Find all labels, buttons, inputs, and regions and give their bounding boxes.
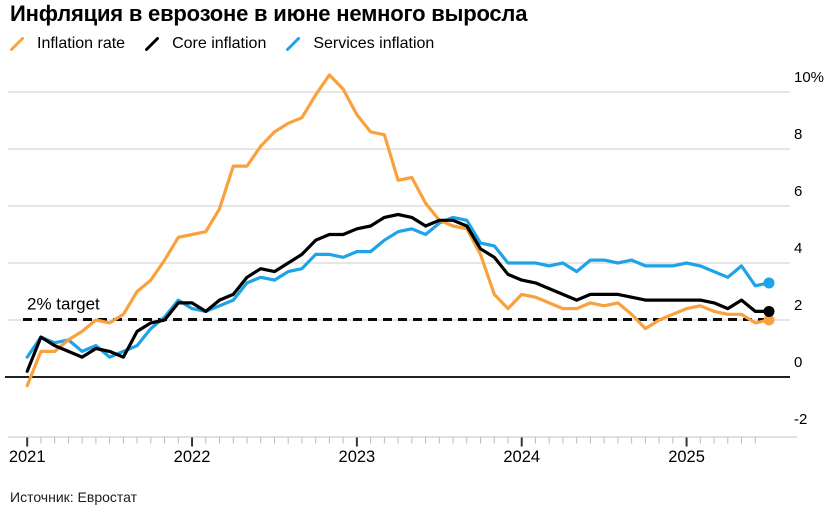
legend-item-inflation-rate: Inflation rate [10,35,125,53]
y-tick-label: 2 [794,297,802,314]
services-inflation-slash-icon [286,37,301,51]
x-tick-label: 2023 [339,448,376,466]
source-note: Источник: Евростат [10,489,138,505]
core-inflation-slash-icon [145,37,160,51]
x-tick-label: 2025 [668,448,705,466]
target-line-label: 2% target [27,295,100,314]
y-tick-label: 6 [794,183,802,200]
page-title: Инфляция в еврозоне в июне немного вырос… [10,1,528,26]
legend-label: Services inflation [313,35,435,52]
y-tick-label: -2 [794,411,807,428]
end-dot-core-inflation [763,305,775,317]
y-tick-label: 0 [794,354,802,371]
legend: Inflation rate Core inflation Services i… [10,35,434,53]
y-tick-label: 10% [794,69,824,86]
y-tick-label: 4 [794,240,802,257]
x-tick-label: 2024 [503,448,540,466]
series-line-core-inflation [25,212,771,373]
legend-item-services-inflation: Services inflation [286,35,434,53]
legend-item-core-inflation: Core inflation [145,35,266,53]
end-dot-inflation-rate [763,314,775,326]
series-line-inflation-rate [25,73,771,388]
legend-label: Core inflation [172,35,267,52]
end-dot-services-inflation [763,277,775,289]
legend-label: Inflation rate [37,35,126,52]
x-tick-label: 2021 [9,448,46,466]
inflation-rate-slash-icon [10,37,24,51]
y-tick-label: 8 [794,126,802,143]
x-tick-label: 2022 [174,448,211,466]
series-line-services-inflation [25,215,771,359]
